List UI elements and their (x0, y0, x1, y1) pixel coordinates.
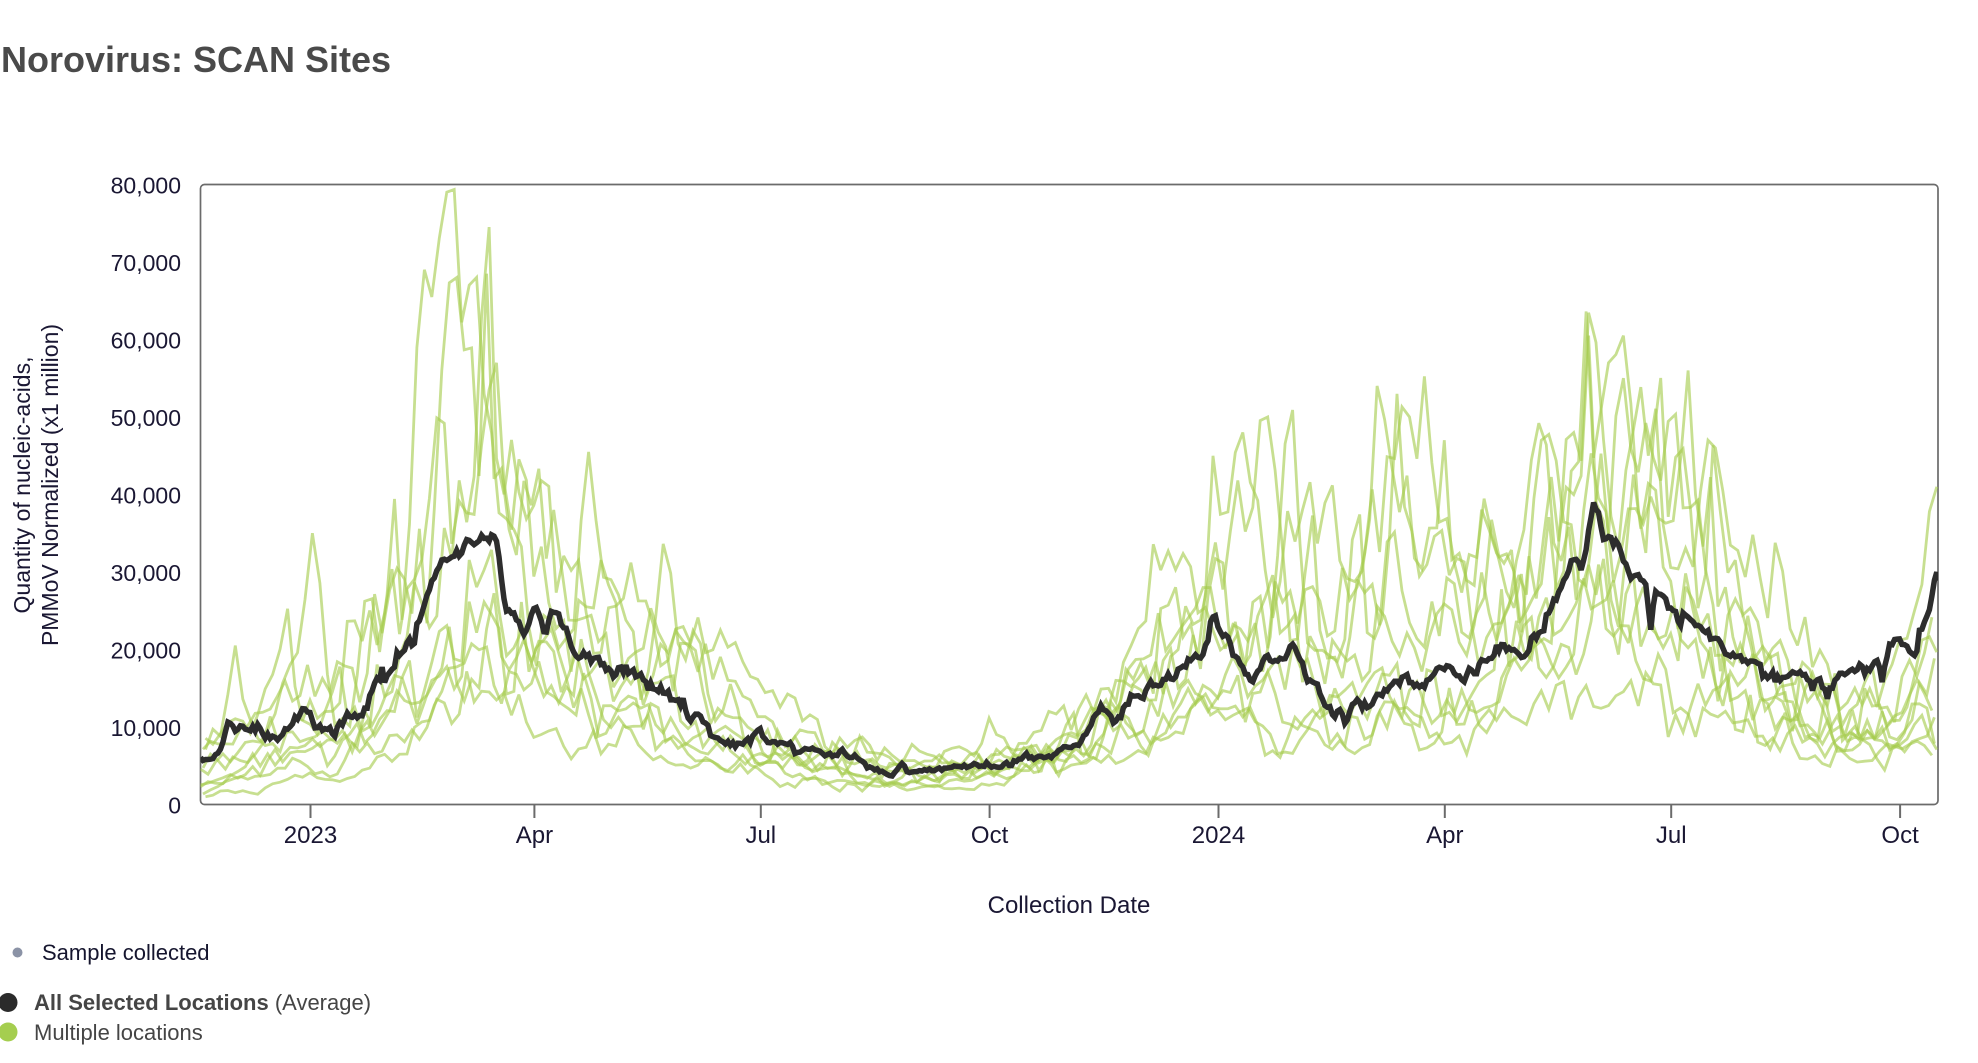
svg-text:All Selected Locations (Averag: All Selected Locations (Average) (34, 990, 371, 1015)
svg-text:Apr: Apr (516, 822, 553, 849)
svg-text:0: 0 (168, 793, 181, 819)
svg-text:80,000: 80,000 (111, 173, 181, 199)
svg-text:Sample collected: Sample collected (42, 940, 210, 965)
svg-text:2023: 2023 (284, 822, 337, 849)
svg-text:Jul: Jul (1656, 822, 1687, 849)
svg-text:Apr: Apr (1426, 822, 1463, 849)
svg-text:50,000: 50,000 (111, 405, 181, 431)
svg-text:PMMoV Normalized (x1 million): PMMoV Normalized (x1 million) (37, 324, 63, 646)
svg-text:Oct: Oct (971, 822, 1009, 849)
svg-text:Quantity of nucleic-acids,: Quantity of nucleic-acids, (9, 357, 35, 614)
svg-text:Oct: Oct (1881, 822, 1919, 849)
svg-text:40,000: 40,000 (111, 483, 181, 509)
svg-text:Collection Date: Collection Date (988, 892, 1151, 919)
svg-text:20,000: 20,000 (111, 638, 181, 664)
svg-text:Norovirus: SCAN Sites: Norovirus: SCAN Sites (1, 39, 391, 80)
svg-text:60,000: 60,000 (111, 328, 181, 354)
svg-text:Jul: Jul (745, 822, 776, 849)
svg-text:2024: 2024 (1192, 822, 1245, 849)
svg-text:Multiple locations: Multiple locations (34, 1020, 203, 1045)
svg-text:70,000: 70,000 (111, 250, 181, 276)
svg-text:30,000: 30,000 (111, 560, 181, 586)
svg-text:10,000: 10,000 (111, 715, 181, 741)
